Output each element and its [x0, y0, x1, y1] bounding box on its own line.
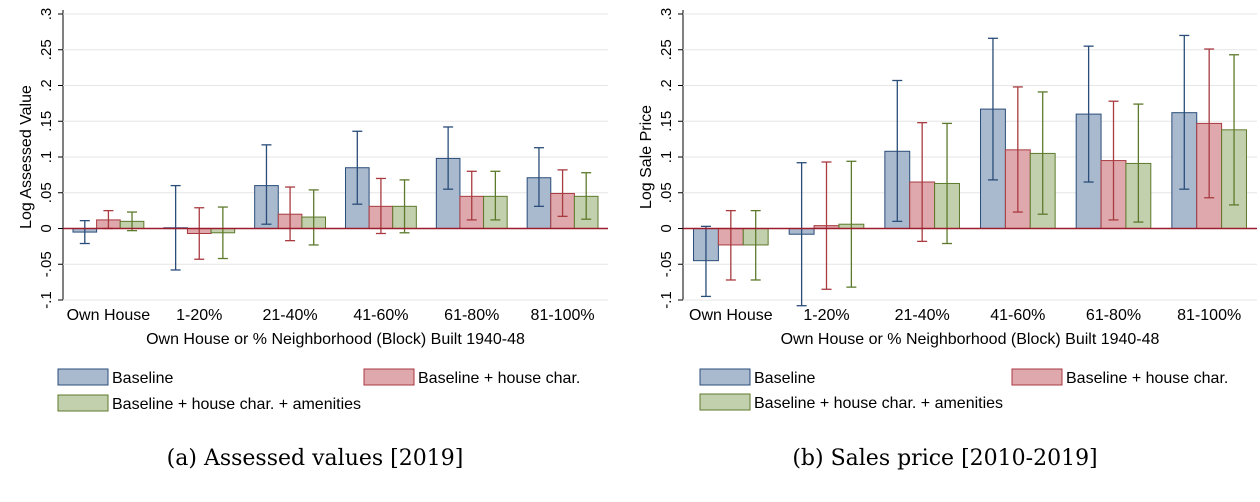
chart-a-y-tick-label: .15 — [38, 111, 55, 132]
chart-b-x-tick-label: 81-100% — [1177, 307, 1241, 324]
chart-b-y-tick-label: -.1 — [658, 291, 675, 309]
chart-b-x-tick-label: 1-20% — [803, 307, 849, 324]
chart-a-legend-swatch — [363, 368, 415, 386]
chart-a-x-tick-label: 41-60% — [353, 307, 408, 324]
chart-a-y-tick-label: .2 — [38, 79, 55, 92]
chart-b-legend-swatch — [699, 393, 751, 411]
chart-b-y-tick-label: .3 — [658, 8, 675, 21]
chart-b-legend-swatch — [1011, 368, 1063, 386]
chart-a-y-tick-label: -.05 — [38, 251, 55, 277]
chart-sales-price: -.1 -.05 0 .05 .1 .15 .2 .25 .3 Log Sale Price Own… — [638, 8, 1257, 412]
chart-b-y-tick-label: .25 — [658, 39, 675, 60]
chart-a-legend-label: Baseline + house char. — [418, 370, 580, 387]
chart-b-legend-swatch — [699, 368, 751, 386]
chart-a-x-axis-title: Own House or % Neighborhood (Block) Buil… — [146, 331, 525, 348]
chart-b-x-tick-label: 41-60% — [990, 307, 1045, 324]
chart-a-y-tick-label: .1 — [38, 151, 55, 164]
chart-a-legend-swatch — [57, 368, 109, 386]
chart-a-y-tick-label: .05 — [38, 182, 55, 203]
chart-b-y-tick-label: -.05 — [658, 251, 675, 277]
chart-b-x-tick-label: 61-80% — [1086, 307, 1141, 324]
chart-a-x-tick-label: 1-20% — [176, 307, 222, 324]
chart-b-y-tick-label: .15 — [658, 111, 675, 132]
chart-a-x-tick-label: Own House — [67, 307, 151, 324]
chart-b-y-tick-label: .1 — [658, 151, 675, 164]
chart-b-x-tick-label: Own House — [689, 307, 773, 324]
chart-b-y-tick-label: 0 — [658, 224, 675, 232]
chart-a-y-axis-title: Log Assessed Value — [18, 85, 35, 229]
chart-a-x-tick-label: 21-40% — [263, 307, 318, 324]
chart-a-legend-label: Baseline + house char. + amenities — [112, 396, 361, 413]
chart-a-x-tick-label: 81-100% — [531, 307, 595, 324]
chart-a-y-tick-label: 0 — [38, 224, 55, 232]
chart-b-x-axis-title: Own House or % Neighborhood (Block) Buil… — [781, 331, 1160, 348]
chart-b-y-axis-title: Log Sale Price — [638, 105, 655, 209]
chart-b-y-tick-label: .2 — [658, 79, 675, 92]
caption-b: (b) Sales price [2010-2019] — [792, 446, 1098, 471]
chart-b-x-tick-label: 21-40% — [895, 307, 950, 324]
chart-b-y-tick-label: .05 — [658, 182, 675, 203]
chart-a-y-tick-label: -.1 — [38, 291, 55, 309]
caption-a: (a) Assessed values [2019] — [166, 446, 464, 471]
chart-a-x-tick-label: 61-80% — [444, 307, 499, 324]
chart-assessed-values: -.1 -.05 0 .05 .1 .15 .2 .25 .3 Log Assessed Valu… — [18, 8, 608, 413]
chart-a-legend-swatch — [57, 394, 109, 412]
chart-b-legend-label: Baseline — [754, 370, 815, 387]
chart-a-y-tick-label: .3 — [38, 8, 55, 21]
chart-a-y-tick-label: .25 — [38, 39, 55, 60]
chart-a-legend-label: Baseline — [112, 370, 173, 387]
chart-b-legend-label: Baseline + house char. + amenities — [754, 395, 1003, 412]
chart-b-legend-label: Baseline + house char. — [1066, 370, 1228, 387]
